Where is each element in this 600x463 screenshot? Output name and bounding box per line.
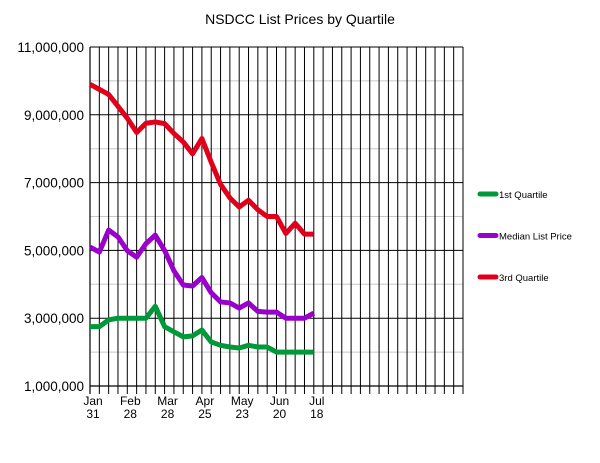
chart-title: NSDCC List Prices by Quartile <box>205 11 395 27</box>
x-tick-day: 23 <box>236 407 250 421</box>
x-tick-month: Jun <box>270 394 289 408</box>
y-tick-label: 5,000,000 <box>24 243 84 258</box>
y-tick-label: 9,000,000 <box>24 108 84 123</box>
x-tick-month: Jan <box>83 394 102 408</box>
x-tick-day: 31 <box>86 407 100 421</box>
y-tick-label: 1,000,000 <box>24 379 84 394</box>
x-tick-day: 20 <box>273 407 287 421</box>
y-tick-label: 7,000,000 <box>24 176 84 191</box>
legend: 1st Quartile Median List Price 3rd Quartil… <box>477 190 572 284</box>
y-tick-label: 11,000,000 <box>17 40 84 55</box>
series-line-3rd-quartile <box>88 82 314 237</box>
y-axis-ticks: 1,000,000 3,000,000 5,000,000 7,000,000 9,00… <box>17 40 84 394</box>
series-line-1st-quartile <box>90 303 314 355</box>
x-tick-month: May <box>231 394 254 408</box>
x-tick-day: 28 <box>161 407 175 421</box>
x-tick-month: Apr <box>196 394 215 408</box>
x-tick-month: Mar <box>157 394 178 408</box>
series-line-median-list-price <box>88 227 315 321</box>
axes <box>89 47 463 394</box>
legend-label-median-list-price: Median List Price <box>499 232 572 243</box>
x-tick-day: 18 <box>310 407 324 421</box>
series-lines <box>88 82 315 355</box>
x-tick-month: Jul <box>309 394 324 408</box>
x-tick-month: Feb <box>120 394 141 408</box>
legend-label-3rd-quartile: 3rd Quartile <box>499 273 549 284</box>
x-tick-day: 25 <box>198 407 212 421</box>
legend-label-1st-quartile: 1st Quartile <box>499 190 548 201</box>
y-tick-label: 3,000,000 <box>24 311 84 326</box>
x-tick-day: 28 <box>124 407 138 421</box>
